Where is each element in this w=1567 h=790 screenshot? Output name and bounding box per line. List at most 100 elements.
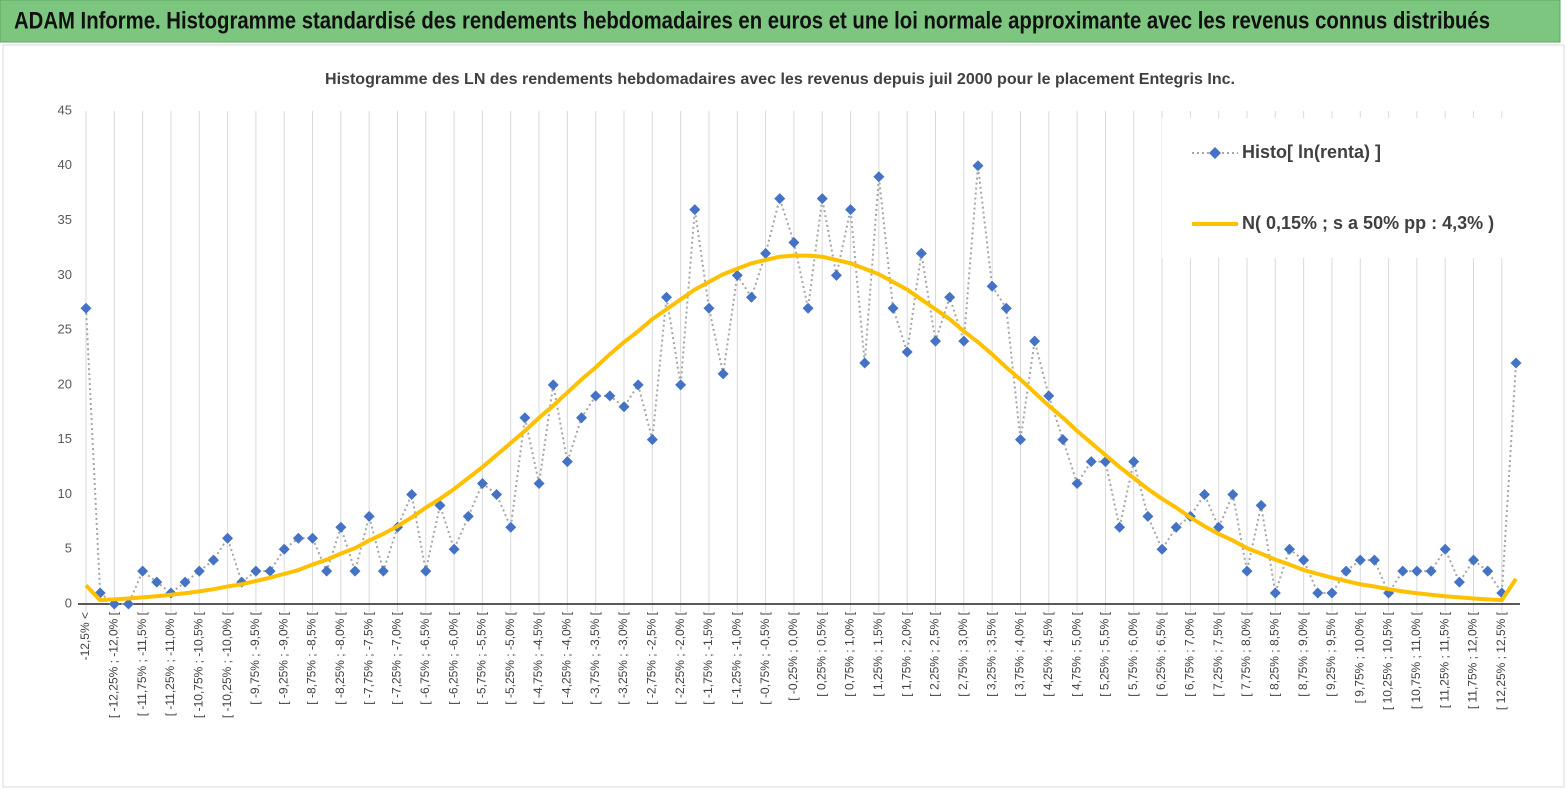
x-tick-label: [ -2,25% ; -2,0% [ [673,611,687,704]
data-point [1156,543,1168,555]
x-tick-label: [ -9,25% ; -9,0% [ [276,611,290,704]
data-point [420,565,432,577]
x-tick-label: [ 7,75% ; 8,0% [ [1239,611,1253,696]
data-point [1326,587,1338,599]
x-tick-label: [ -3,25% ; -3,0% [ [616,611,630,704]
data-point [533,477,545,489]
x-tick-label: [ -6,25% ; -6,0% [ [446,611,460,704]
data-point [660,291,672,303]
x-tick-label: [ 3,25% ; 3,5% [ [984,611,998,696]
x-tick-label: [ 1,75% ; 2,0% [ [899,611,913,696]
x-tick-label: [ 9,75% ; 10,0% [ [1352,611,1366,703]
data-point [561,456,573,468]
data-point [1114,521,1126,533]
data-point [887,302,899,314]
x-tick-label: [ 8,25% ; 8,5% [ [1267,611,1281,696]
data-point [873,171,885,183]
data-point [80,302,92,314]
data-point [222,532,234,544]
data-point [1014,434,1026,446]
x-tick-label: [ 11,75% ; 12,0% [ [1466,611,1480,709]
chart-title: Histogramme des LN des rendements hebdom… [325,71,1235,88]
data-point [1368,554,1380,566]
x-tick-label: [ 8,75% ; 9,0% [ [1296,611,1310,696]
x-tick-label: [ 5,25% ; 5,5% [ [1098,611,1112,696]
data-point [760,247,772,259]
series-line [84,253,1518,603]
x-tick-label: [ -2,75% ; -2,5% [ [645,611,659,704]
data-point [646,434,658,446]
x-tick-label: [ -4,25% ; -4,0% [ [560,611,574,704]
x-tick-label: [ -7,25% ; -7,0% [ [390,611,404,704]
data-point [1071,477,1083,489]
x-tick-label: [ 6,75% ; 7,0% [ [1183,611,1197,696]
data-point [632,379,644,391]
data-point [930,335,942,347]
y-tick-label: 35 [58,212,72,227]
x-tick-label: [ -11,25% ; -11,0% [ [163,611,177,716]
x-tick-label: [ -8,25% ; -8,0% [ [333,611,347,704]
data-point [321,565,333,577]
data-point [972,160,984,172]
data-point [292,532,304,544]
data-point [618,401,630,413]
data-point [1354,554,1366,566]
data-point [816,193,828,205]
data-point [944,291,956,303]
data-point [745,291,757,303]
y-tick-label: 0 [65,595,72,610]
data-point [377,565,389,577]
data-point [250,565,262,577]
data-point [1482,565,1494,577]
y-tick-label: 40 [58,157,72,172]
x-tick-label: [ -4,75% ; -4,5% [ [531,611,545,704]
x-tick-label: [ -9,75% ; -9,5% [ [248,611,262,704]
data-point [307,532,319,544]
data-point [986,280,998,292]
data-point [491,488,503,500]
x-tick-label: [ 4,25% ; 4,5% [ [1041,611,1055,696]
data-point [1312,587,1324,599]
data-point [1170,521,1182,533]
y-tick-label: 25 [58,322,72,337]
data-point [675,379,687,391]
legend-marker [1209,147,1221,159]
x-tick-label: [ -8,75% ; -8,5% [ [305,611,319,704]
x-tick-label: [ 2,75% ; 3,0% [ [956,611,970,696]
data-point [1142,510,1154,522]
data-point [689,204,701,216]
x-tick-label: [ 10,75% ; 11,0% [ [1409,611,1423,709]
data-point [845,204,857,216]
data-point [1227,488,1239,500]
data-point [448,543,460,555]
y-tick-label: 45 [58,102,72,117]
x-tick-label: [ 3,75% ; 4,0% [ [1013,611,1027,696]
data-point [1128,456,1140,468]
data-point [590,390,602,402]
x-tick-label: [ -5,75% ; -5,5% [ [475,611,489,704]
x-tick-label: [ 4,75% ; 5,0% [ [1069,611,1083,696]
data-point [1241,565,1253,577]
x-tick-label: [ 10,25% ; 10,5% [ [1381,611,1395,710]
y-tick-label: 10 [58,486,72,501]
x-tick-label: [ 1,25% ; 1,5% [ [871,611,885,696]
x-tick-label: [ -5,25% ; -5,0% [ [503,611,517,704]
x-tick-label: [ -3,75% ; -3,5% [ [588,611,602,704]
data-point [505,521,517,533]
data-point [1411,565,1423,577]
data-point [1439,543,1451,555]
x-tick-label: [ -0,75% ; -0,5% [ [758,611,772,704]
legend-label: N( 0,15% ; s a 50% pp : 4,3% ) [1242,213,1494,233]
data-point [519,412,531,424]
data-point [1057,434,1069,446]
data-point [958,335,970,347]
x-tick-label: [ -10,25% ; -10,0% [ [220,611,234,718]
data-point [349,565,361,577]
data-point [476,477,488,489]
data-point [1213,521,1225,533]
y-tick-label: 5 [65,541,72,556]
data-point [1283,543,1295,555]
x-tick-label: [ 2,25% ; 2,5% [ [928,611,942,696]
data-point [363,510,375,522]
